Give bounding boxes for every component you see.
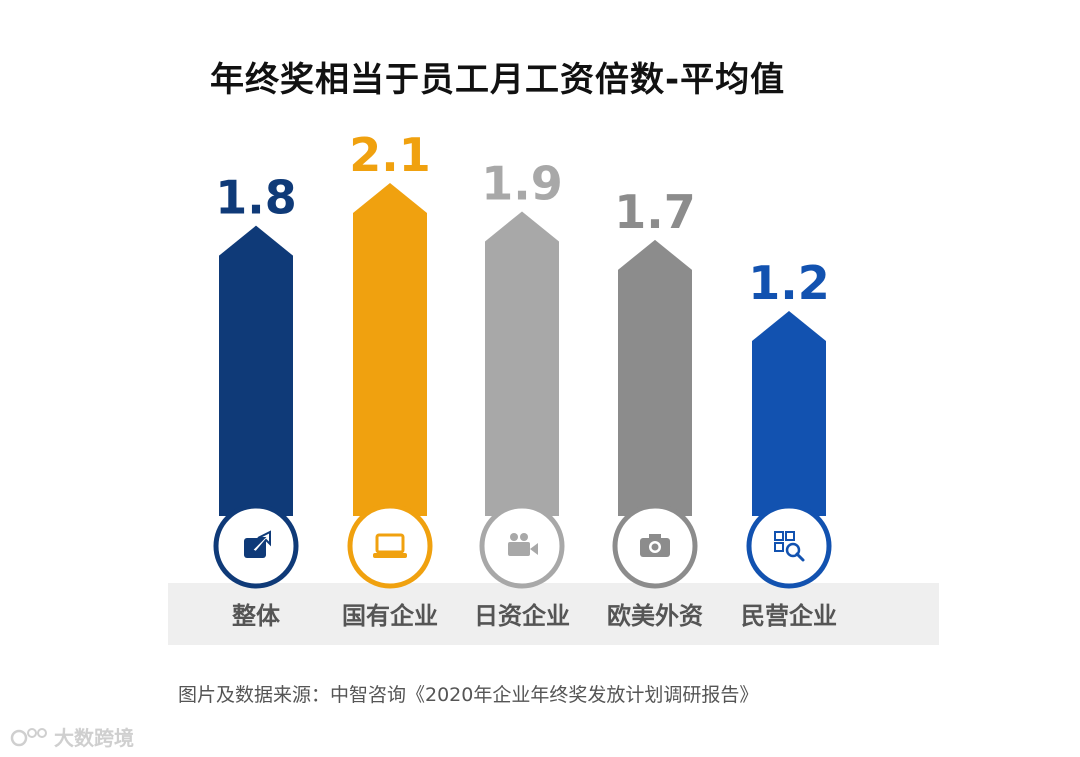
value-label-4: 1.7 <box>614 185 696 239</box>
bar-3 <box>485 211 559 516</box>
camera-icon <box>640 534 670 557</box>
category-label-2: 国有企业 <box>342 602 438 630</box>
icon-badge-2 <box>347 503 433 589</box>
category-band <box>168 583 939 645</box>
bar-1 <box>219 225 293 516</box>
video-camera-icon <box>508 533 538 556</box>
bar-2 <box>353 183 427 516</box>
watermark-text: 大数跨境 <box>54 726 134 750</box>
chart-title: 年终奖相当于员工月工资倍数-平均值 <box>210 60 786 100</box>
value-label-1: 1.8 <box>215 171 297 225</box>
value-label-5: 1.2 <box>748 256 830 310</box>
watermark-logo-icon <box>10 727 47 746</box>
value-label-2: 2.1 <box>349 128 431 182</box>
laptop-icon <box>373 533 407 558</box>
value-label-3: 1.9 <box>481 156 563 210</box>
category-label-3: 日资企业 <box>474 602 570 630</box>
source-note: 图片及数据来源：中智咨询《2020年企业年终奖发放计划调研报告》 <box>178 684 759 706</box>
category-label-5: 民营企业 <box>741 602 837 630</box>
watermark: 大数跨境 <box>10 722 134 751</box>
share-icon <box>244 530 271 558</box>
category-label-4: 欧美外资 <box>607 602 703 630</box>
bar-4 <box>618 239 692 516</box>
bar-5 <box>752 311 826 516</box>
category-label-1: 整体 <box>232 602 281 630</box>
qr-search-icon <box>774 531 805 562</box>
